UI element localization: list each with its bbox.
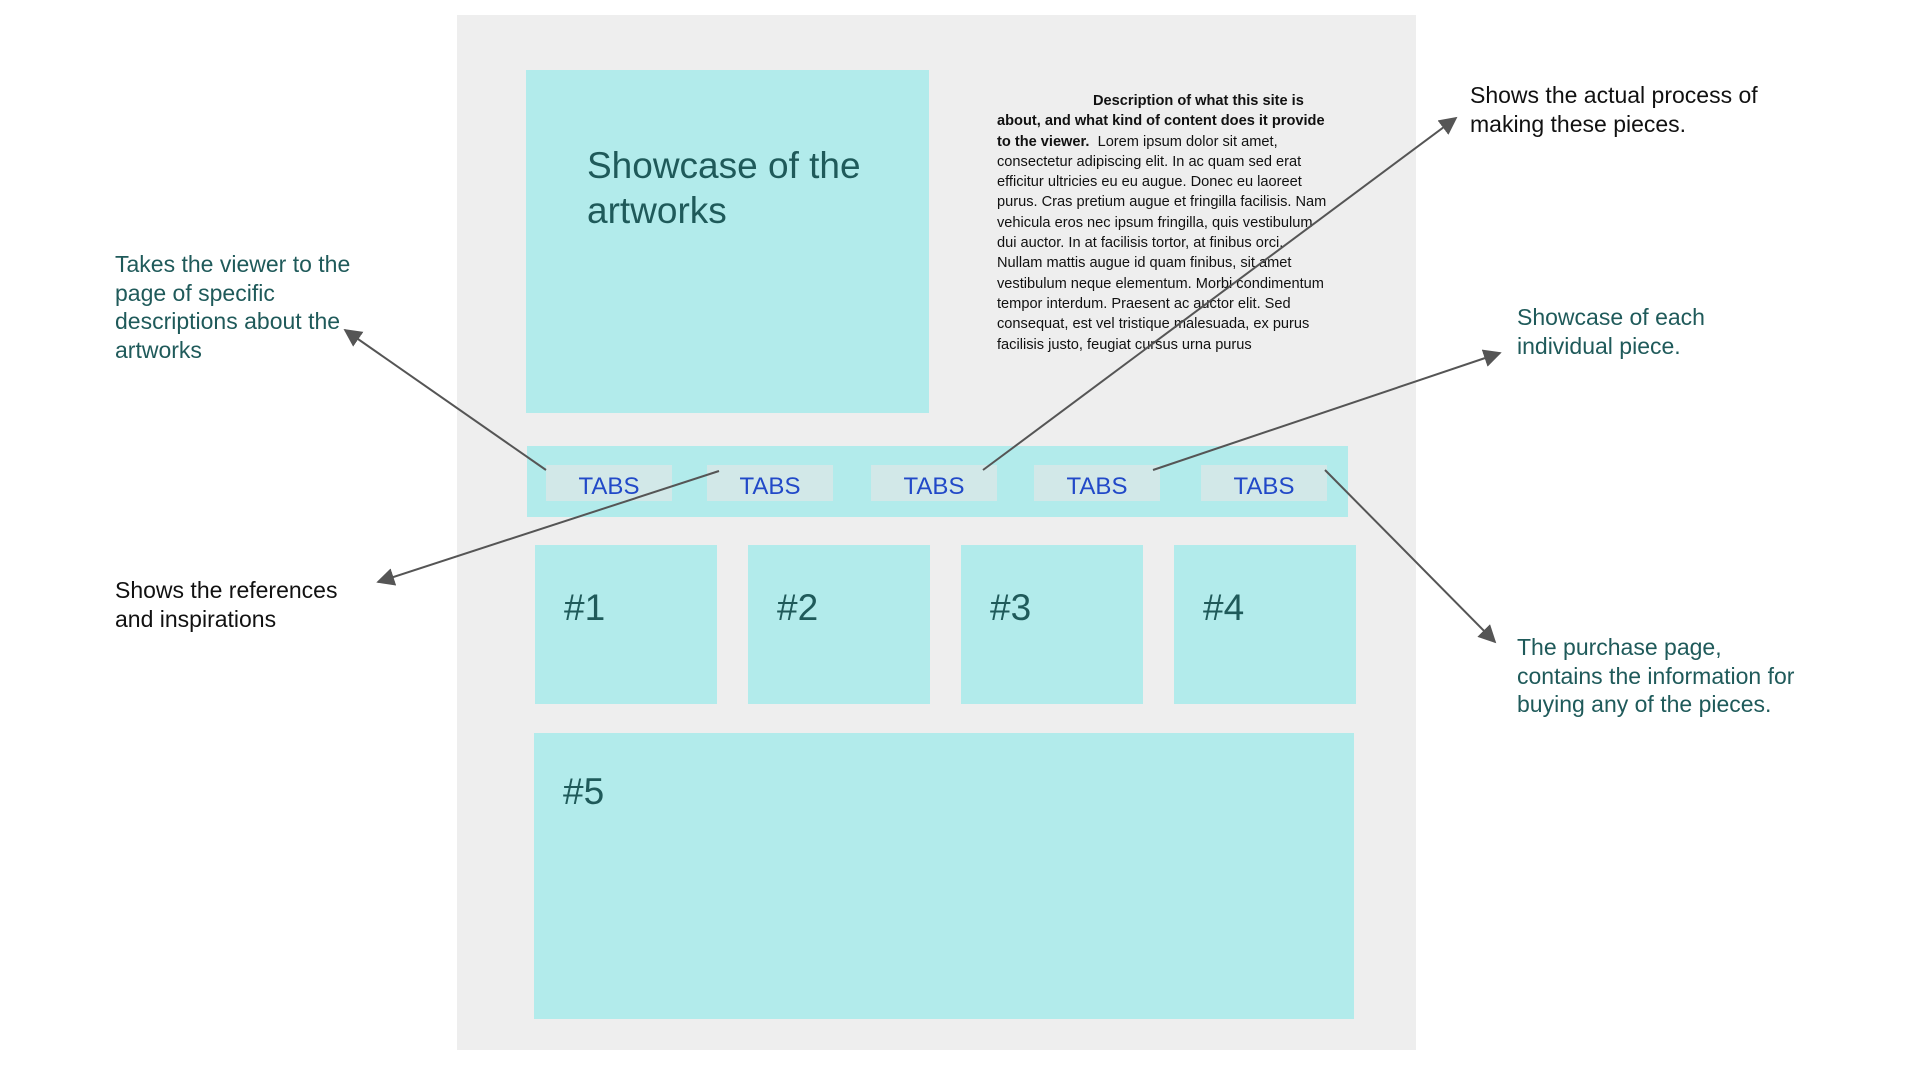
piece-card-1[interactable]: #1 [535,545,717,704]
tab-process[interactable]: TABS [871,465,997,501]
tab-references[interactable]: TABS [707,465,833,501]
annotation-descriptions: Takes the viewer to the page of specific… [115,251,351,363]
piece-card-3[interactable]: #3 [961,545,1143,704]
piece-label: #3 [990,587,1032,628]
hero-showcase-block: Showcase of the artworks [526,70,929,413]
piece-label: #1 [564,587,606,628]
description-body: Lorem ipsum dolor sit amet, consectetur … [997,133,1327,353]
piece-label: #5 [563,771,605,812]
piece-card-2[interactable]: #2 [748,545,930,704]
tab-pieces[interactable]: TABS [1034,465,1160,501]
hero-label: Showcase of the artworks [587,145,861,231]
site-description: Description of what this site is about, … [997,91,1331,355]
annotation-purchase: The purchase page, contains the informat… [1517,634,1795,717]
piece-card-4[interactable]: #4 [1174,545,1356,704]
tab-descriptions[interactable]: TABS [546,465,672,501]
annotation-pieces: Showcase of each individual piece. [1517,304,1705,359]
piece-card-5[interactable]: #5 [534,733,1354,1019]
piece-label: #2 [777,587,819,628]
annotation-references: Shows the references and inspirations [115,577,338,632]
tab-purchase[interactable]: TABS [1201,465,1327,501]
piece-label: #4 [1203,587,1245,628]
annotation-process: Shows the actual process of making these… [1470,82,1758,137]
